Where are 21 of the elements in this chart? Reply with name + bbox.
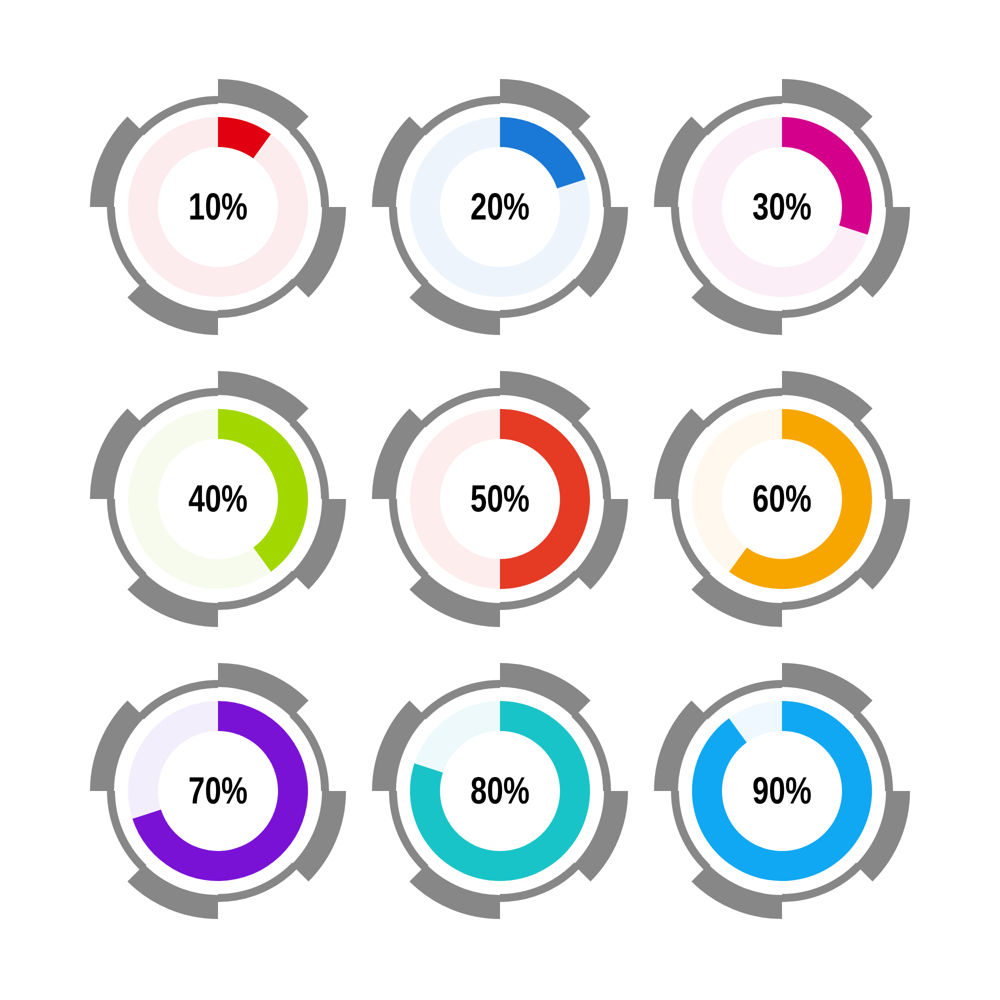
donut-slice (128, 409, 271, 589)
text: 60% (752, 478, 812, 520)
text: 20% (470, 186, 530, 228)
donut-slice (128, 117, 308, 297)
donut-slice (692, 701, 872, 881)
donut-slice (218, 117, 271, 158)
donut-slice (692, 117, 868, 297)
text: 30% (752, 186, 812, 228)
donut-slice (729, 701, 782, 742)
text: 80% (470, 770, 530, 812)
text: 90% (752, 770, 812, 812)
text: 40% (188, 478, 248, 520)
donut-slice (410, 117, 590, 297)
donut-slice (414, 701, 500, 772)
donut-slice (729, 409, 872, 589)
text: 50% (470, 478, 530, 520)
donut-slice (500, 117, 586, 188)
donut-slice (410, 701, 590, 881)
text: 10% (188, 186, 248, 228)
text: 70% (188, 770, 248, 812)
donut-slice (132, 701, 308, 881)
